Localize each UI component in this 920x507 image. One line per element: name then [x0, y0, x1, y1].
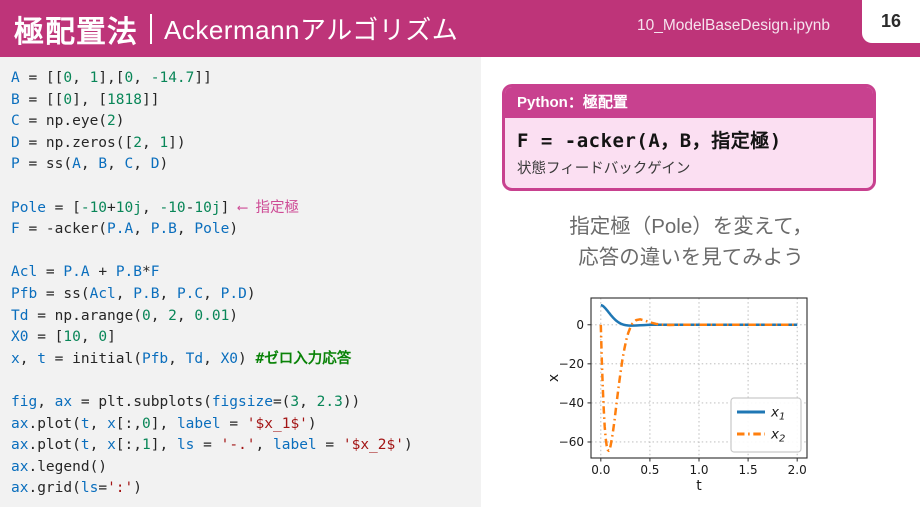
code-line — [11, 176, 481, 198]
y-axis-label: x — [546, 374, 562, 382]
code-line: ax.plot(t, x[:,0], label = '$x_1$') — [11, 415, 317, 432]
code-line: Pole = [-10+10j, -10-10j] ⟵ 指定極 — [11, 199, 300, 216]
tick-label-x: 0.0 — [591, 463, 610, 477]
code-line: Td = np.arange(0, 2, 0.01) — [11, 307, 239, 324]
code-line: fig, ax = plt.subplots(figsize=(3, 2.3)) — [11, 393, 361, 410]
x-axis-label: t — [696, 478, 702, 494]
code-line — [11, 241, 481, 263]
tick-label-x: 1.0 — [689, 463, 708, 477]
code-panel: A = [[0, 1],[0, -14.7]] B = [[0], [1818]]… — [0, 57, 481, 507]
tick-label-x: 0.5 — [640, 463, 659, 477]
page-number: 16 — [880, 11, 902, 31]
code-line: A = [[0, 1],[0, -14.7]] — [11, 70, 212, 86]
code-line: ax.plot(t, x[:,1], ls = '-.', label = '$… — [11, 437, 413, 454]
code-line: Acl = P.A + P.B*F — [11, 264, 160, 281]
tick-label-y: −20 — [559, 357, 584, 371]
code-line: x, t = initial(Pfb, Td, X0) #ゼロ入力応答 — [11, 350, 352, 367]
tick-label-y: −40 — [559, 396, 584, 410]
code-line: C = np.eye(2) — [11, 113, 125, 130]
callout-header: Python：極配置 — [505, 87, 873, 118]
title-divider — [150, 13, 152, 44]
code-lines: A = [[0, 1],[0, -14.7]] B = [[0], [1818]]… — [11, 68, 481, 500]
code-line: ax.grid(ls=':') — [11, 480, 142, 497]
tick-label-y: −60 — [559, 435, 584, 449]
code-line — [11, 370, 481, 392]
python-callout-box: Python：極配置 F = -acker(A，B，指定極) 状態フィードバック… — [502, 84, 876, 191]
legend-box — [730, 397, 802, 453]
code-line: P = ss(A, B, C, D) — [11, 156, 169, 173]
note-text: 指定極（Pole）を変えて， 応答の違いを見てみよう — [495, 211, 887, 273]
code-line: Pfb = ss(Acl, P.B, P.C, P.D) — [11, 285, 256, 302]
notebook-filename: 10_ModelBaseDesign.ipynb — [636, 17, 830, 34]
code-line: X0 = [10, 0] — [11, 329, 116, 346]
callout-caption: 状態フィードバックゲイン — [517, 161, 691, 177]
note-line-2: 応答の違いを見てみよう — [578, 246, 804, 269]
slide-header: 極配置法 Ackermannアルゴリズム 10_ModelBaseDesign.… — [0, 0, 920, 57]
page-subtitle: Ackermannアルゴリズム — [164, 15, 459, 45]
code-line: F = -acker(P.A, P.B, Pole) — [11, 221, 239, 238]
page-number-box: 16 — [862, 0, 920, 43]
callout-body: F = -acker(A，B，指定極) 状態フィードバックゲイン — [505, 118, 873, 188]
tick-label-x: 2.0 — [788, 463, 807, 477]
code-line: B = [[0], [1818]] — [11, 91, 160, 108]
page-title: 極配置法 — [14, 15, 138, 49]
series-x_2 — [599, 318, 798, 453]
callout-code: F = -acker(A，B，指定極) — [517, 130, 782, 152]
code-line: ax.legend() — [11, 458, 108, 475]
tick-label-y: 0 — [576, 318, 584, 332]
response-chart: 0.0 0.5 1.0 1.5 2.0 0 −20 −40 −60 x t x1 x2 — [546, 290, 818, 502]
code-line: D = np.zeros([2, 1]) — [11, 134, 186, 151]
tick-label-x: 1.5 — [739, 463, 758, 477]
note-line-1: 指定極（Pole）を変えて， — [569, 215, 813, 238]
